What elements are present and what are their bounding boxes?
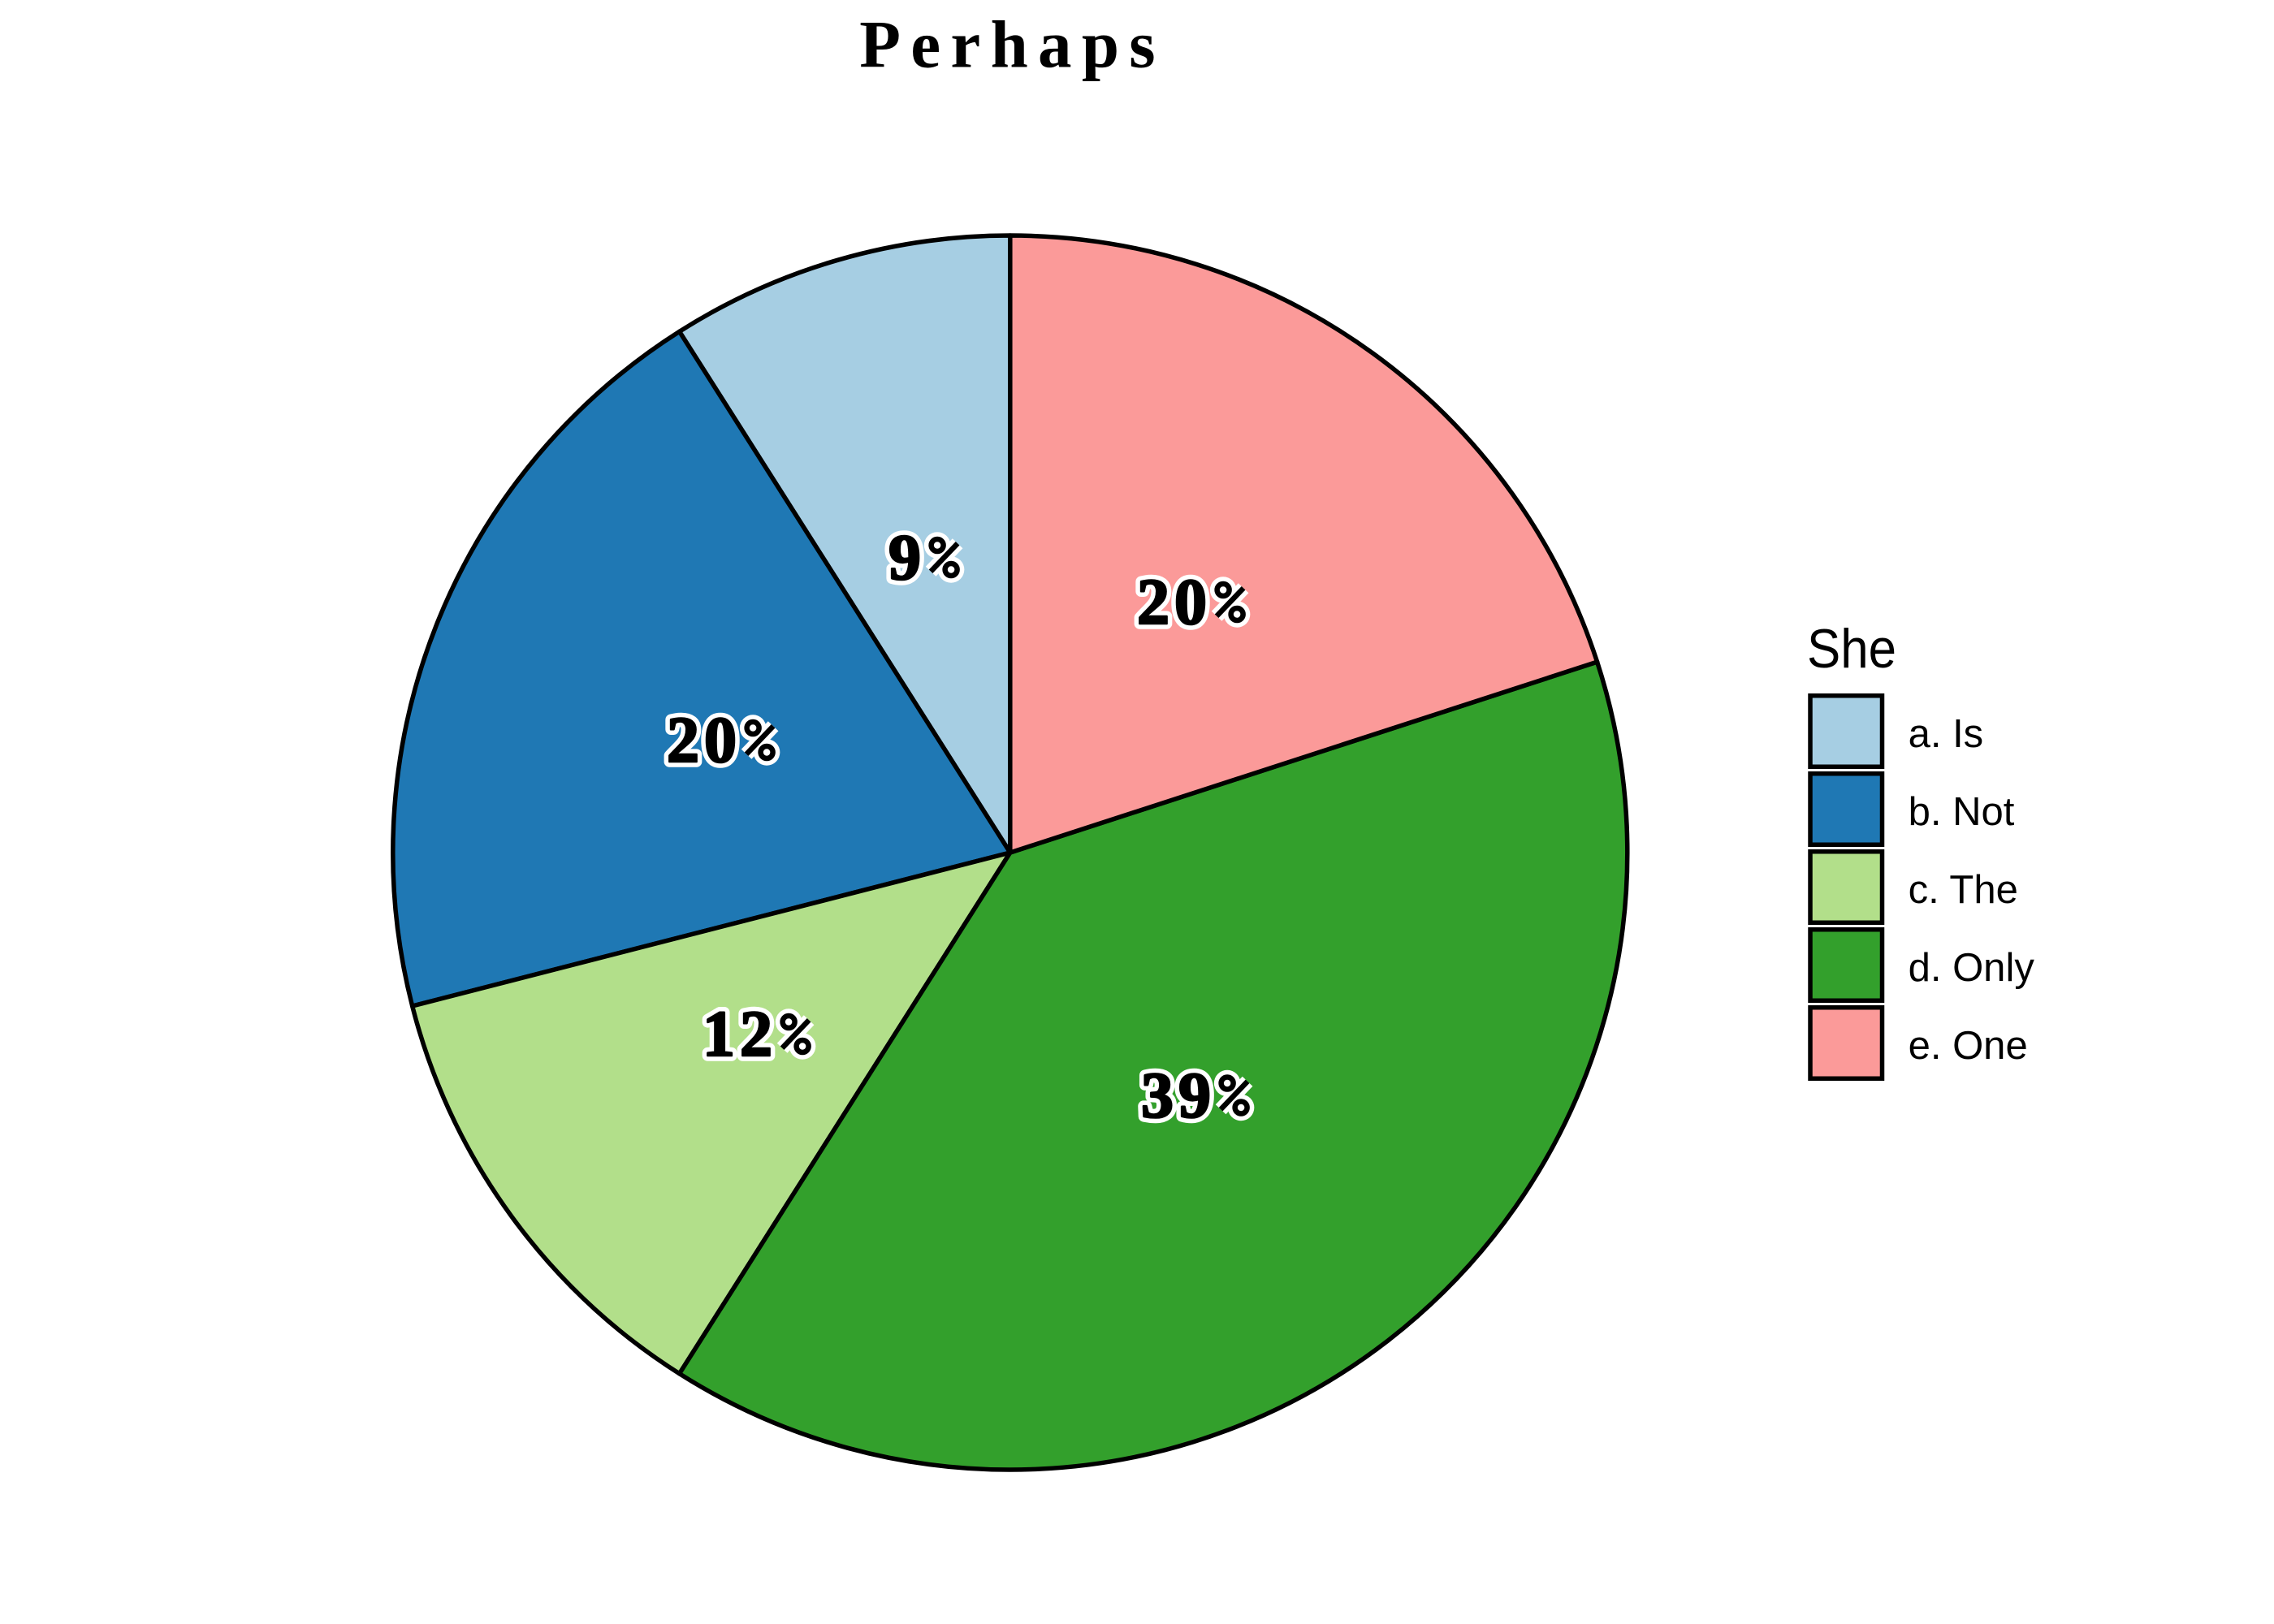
svg-text:20: 20: [667, 705, 741, 776]
svg-text:9: 9: [888, 522, 926, 594]
svg-text:Perhaps: Perhaps: [859, 7, 1165, 82]
svg-text:a. Is: a. Is: [1909, 712, 1984, 756]
svg-text:12: 12: [703, 999, 777, 1070]
svg-text:b. Not: b. Not: [1909, 790, 2015, 834]
svg-text:39: 39: [1141, 1060, 1216, 1132]
svg-text:c. The: c. The: [1909, 868, 2018, 912]
svg-text:12: 12: [703, 999, 777, 1070]
svg-text:She: She: [1807, 618, 1896, 680]
svg-text:e. One: e. One: [1909, 1024, 2028, 1068]
svg-text:20: 20: [1137, 567, 1212, 638]
svg-text:9: 9: [888, 522, 926, 594]
svg-text:d. Only: d. Only: [1909, 946, 2035, 990]
svg-text:20: 20: [1137, 567, 1212, 638]
svg-text:20: 20: [667, 705, 741, 776]
svg-text:39: 39: [1141, 1060, 1216, 1132]
